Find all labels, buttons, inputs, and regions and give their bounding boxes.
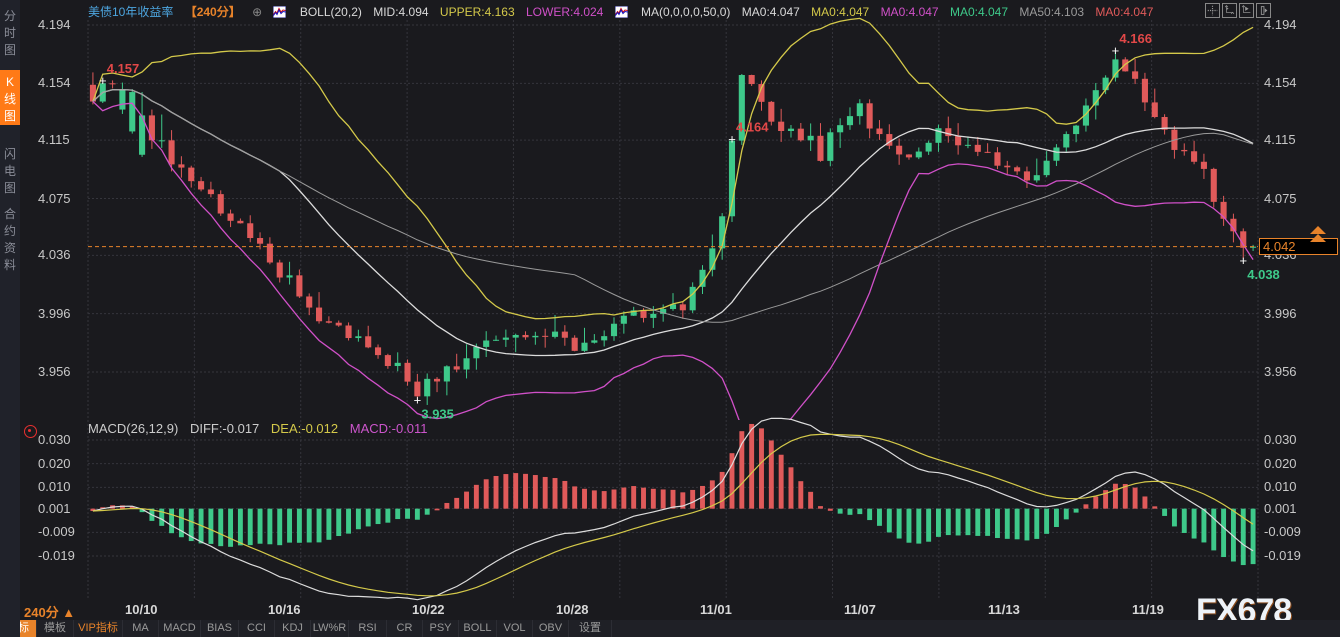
svg-text:+: + (414, 392, 422, 407)
svg-text:4.164: 4.164 (736, 119, 769, 134)
svg-text:4.166: 4.166 (1119, 31, 1152, 46)
svg-text:+: + (1112, 43, 1120, 58)
svg-text:4.157: 4.157 (107, 61, 140, 76)
svg-text:+: + (99, 73, 107, 88)
svg-text:+: + (728, 131, 736, 146)
svg-text:+: + (1239, 253, 1247, 268)
svg-text:4.038: 4.038 (1247, 267, 1280, 282)
